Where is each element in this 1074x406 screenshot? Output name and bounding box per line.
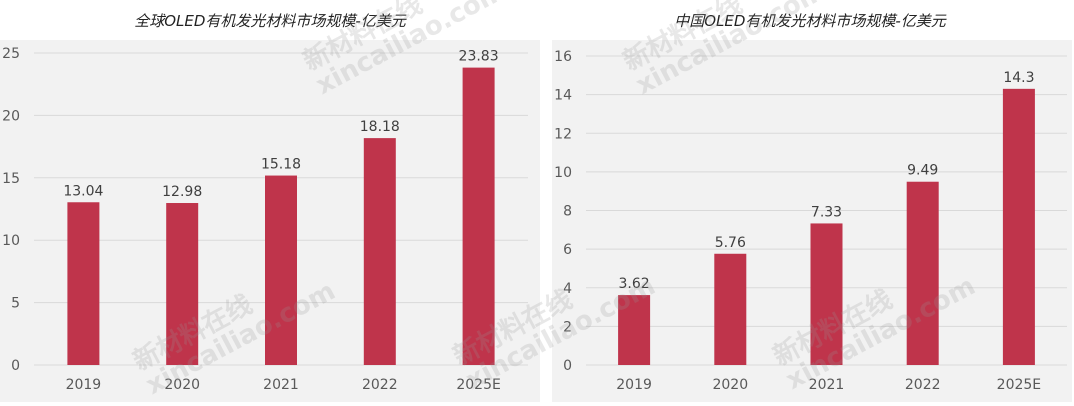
y-tick-label-global: 0	[11, 358, 20, 374]
data-label-global: 15.18	[261, 157, 301, 173]
x-tick-label-china: 2020	[712, 377, 748, 393]
x-tick-label-china: 2021	[809, 377, 845, 393]
x-tick-label-china: 2022	[905, 377, 941, 393]
data-label-global: 12.98	[162, 184, 202, 200]
x-tick-label-global: 2021	[263, 377, 299, 393]
y-tick-label-global: 10	[2, 233, 20, 249]
x-tick-label-china: 2019	[616, 377, 652, 393]
chart-panel-global: 0 5 10 15 20 25 13.04 2019 12.98 2020 15.18 2021 18.…	[0, 40, 540, 402]
y-tick-label-china: 2	[563, 319, 572, 335]
y-tick-label-china: 4	[563, 281, 572, 297]
bar-china	[1002, 88, 1035, 366]
data-label-china: 5.76	[715, 235, 746, 251]
y-tick-label-china: 8	[563, 204, 572, 220]
x-tick-label-china: 2025E	[997, 377, 1041, 393]
y-tick-label-global: 15	[2, 171, 20, 187]
bar-global	[462, 67, 495, 366]
y-tick-label-global: 25	[2, 46, 20, 62]
chart-panel-china: 0 2 4 6 8 10 12 14 16 3.62 2019 5.76 2020 7.33 2021 9.4…	[552, 40, 1072, 402]
x-tick-label-global: 2020	[164, 377, 200, 393]
bar-global	[166, 203, 199, 365]
bar-global	[363, 138, 396, 365]
y-tick-label-china: 0	[563, 358, 572, 374]
bar-china	[810, 223, 843, 365]
y-tick-label-china: 12	[554, 126, 572, 142]
data-label-global: 23.83	[459, 49, 499, 65]
bar-china	[618, 295, 651, 365]
bar-chart-china: 0 2 4 6 8 10 12 14 16 3.62 2019 5.76 2020 7.33 2021 9.4…	[552, 40, 1072, 402]
bar-chart-global: 0 5 10 15 20 25 13.04 2019 12.98 2020 15.18 2021 18.…	[0, 40, 540, 402]
data-label-china: 9.49	[907, 163, 938, 179]
x-tick-label-global: 2019	[66, 377, 102, 393]
y-tick-label-china: 16	[554, 49, 572, 65]
y-tick-label-china: 6	[563, 242, 572, 258]
y-tick-label-global: 20	[2, 108, 20, 124]
bar-global	[265, 175, 297, 365]
bar-china	[906, 181, 939, 365]
data-label-china: 3.62	[619, 276, 650, 292]
data-label-china: 14.3	[1003, 70, 1034, 86]
x-tick-label-global: 2022	[362, 377, 398, 393]
chart-title-china: 中国OLED有机发光材料市场规模-亿美元	[674, 12, 946, 30]
x-tick-label-global: 2025E	[456, 377, 500, 393]
data-label-global: 13.04	[63, 183, 103, 199]
y-tick-label-china: 10	[554, 165, 572, 181]
bar-china	[714, 253, 747, 365]
y-tick-label-global: 5	[11, 296, 20, 312]
chart-title-global: 全球OLED有机发光材料市场规模-亿美元	[134, 12, 406, 30]
bar-global	[67, 202, 100, 365]
data-label-china: 7.33	[811, 204, 842, 220]
data-label-global: 18.18	[360, 119, 400, 135]
y-tick-label-china: 14	[554, 88, 572, 104]
